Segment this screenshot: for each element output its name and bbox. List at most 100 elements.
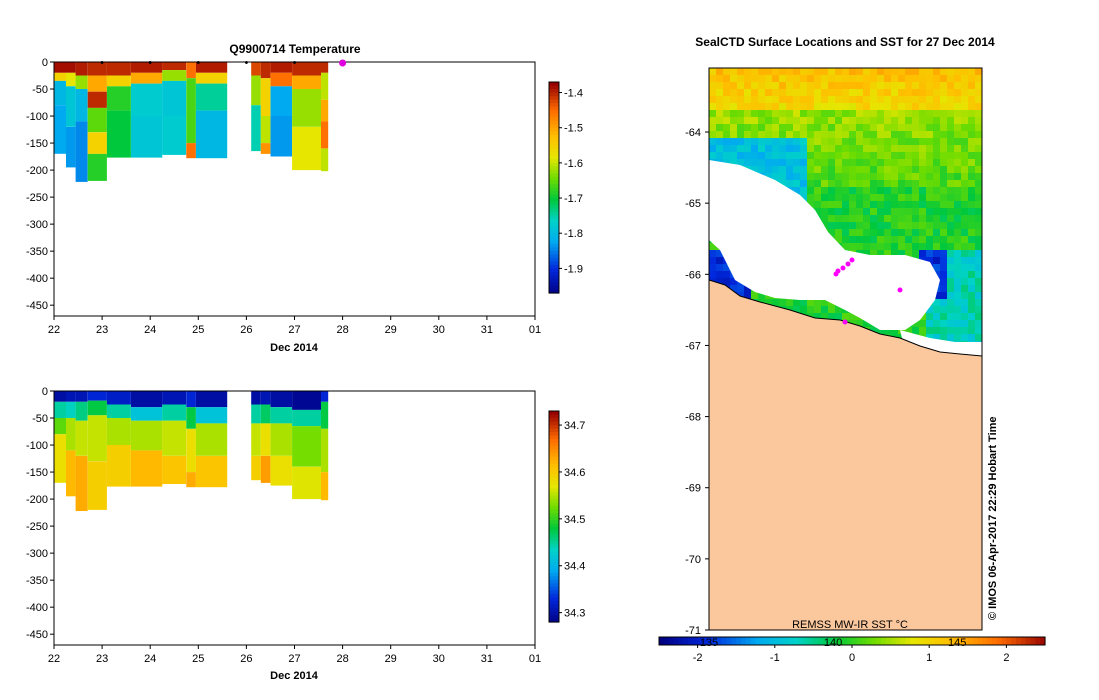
sst-pixel [723, 138, 730, 145]
sst-pixel [814, 68, 821, 75]
salinity-colorbar: 34.7 34.6 34.5 34.4 34.3 [548, 410, 585, 623]
temp-ytick-label: -150 [26, 138, 48, 150]
sal-colorbar-step [549, 520, 559, 525]
sst-pixel [919, 110, 926, 117]
sst-pixel [758, 82, 765, 89]
sst-pixel [954, 138, 961, 145]
sst-colorbar-step [852, 637, 858, 645]
sst-pixel [849, 124, 856, 131]
sst-pixel [926, 327, 933, 334]
temp-colorbar-label: -1.6 [564, 158, 583, 170]
sst-pixel [884, 138, 891, 145]
sst-pixel [835, 187, 842, 194]
sst-pixel [772, 299, 779, 306]
sst-pixel [821, 110, 828, 117]
sst-pixel [863, 187, 870, 194]
sst-pixel [863, 194, 870, 201]
sal-colorbar-step [549, 618, 559, 623]
sst-pixel [730, 103, 737, 110]
sst-colorbar-step [890, 637, 897, 645]
sst-pixel [807, 194, 814, 201]
sal-colorbar-step [549, 607, 559, 613]
sst-pixel [716, 82, 723, 89]
sst-pixel [975, 222, 982, 229]
sst-pixel [933, 334, 940, 341]
sst-pixel [744, 96, 751, 103]
sst-pixel [758, 145, 765, 152]
temp-profile-9-layer-1 [251, 75, 261, 106]
sst-pixel [884, 180, 891, 187]
sst-pixel [933, 243, 940, 250]
sst-pixel [793, 103, 800, 110]
sst-pixel [730, 117, 737, 124]
sst-pixel [709, 145, 716, 152]
sst-pixel [779, 138, 786, 145]
sst-pixel [793, 117, 800, 124]
sst-pixel [961, 159, 968, 166]
sst-pixel [877, 236, 884, 243]
sst-pixel [912, 103, 919, 110]
sst-pixel [905, 68, 912, 75]
temp-colorbar-step [549, 222, 559, 227]
sst-pixel [905, 201, 912, 208]
temp-colorbar-step [549, 92, 559, 97]
sst-pixel [940, 75, 947, 82]
sst-pixel [905, 159, 912, 166]
sst-pixel [968, 173, 975, 180]
temp-colorbar-step [549, 282, 559, 287]
sst-pixel [926, 159, 933, 166]
sal-profile-2-layer-2 [75, 420, 88, 456]
sst-pixel [758, 166, 765, 173]
sst-colorbar-step [769, 637, 776, 645]
sst-pixel [891, 124, 898, 131]
sst-colorbar-step [808, 637, 814, 645]
sst-pixel [709, 110, 716, 117]
sst-pixel [912, 75, 919, 82]
sst-colorbar-step [716, 637, 723, 645]
sst-pixel [821, 313, 828, 320]
sst-pixel [744, 145, 751, 152]
sst-pixel [793, 82, 800, 89]
sst-colorbar-step [847, 637, 853, 645]
sst-pixel [926, 82, 933, 89]
sst-pixel [751, 96, 758, 103]
sst-pixel [954, 229, 961, 236]
sst-pixel [975, 131, 982, 138]
sal-profile-0-layer-2 [54, 418, 66, 435]
temp-profile-13-layer-0 [321, 62, 329, 73]
sst-pixel [828, 215, 835, 222]
sst-pixel [961, 131, 968, 138]
sst-pixel [821, 194, 828, 201]
sst-pixel [877, 173, 884, 180]
sst-pixel [891, 103, 898, 110]
sst-pixel [926, 138, 933, 145]
seal-location-dot [840, 265, 846, 271]
sst-pixel [772, 96, 779, 103]
sst-pixel [954, 117, 961, 124]
sst-pixel [947, 103, 954, 110]
sst-pixel [800, 152, 807, 159]
sst-pixel [954, 159, 961, 166]
sst-pixel [765, 117, 772, 124]
sst-pixel [835, 313, 842, 320]
sst-pixel [940, 201, 947, 208]
sal-colorbar-step [549, 428, 559, 433]
sst-pixel [891, 68, 898, 75]
sst-pixel [898, 187, 905, 194]
sst-pixel [856, 159, 863, 166]
sal-profile-13-layer-0 [321, 391, 329, 402]
sst-pixel [968, 152, 975, 159]
sst-pixel [898, 215, 905, 222]
temp-colorbar-step [549, 134, 559, 139]
sst-colorbar-step [774, 637, 781, 645]
temp-colorbar-step [549, 173, 559, 178]
sst-pixel [954, 152, 961, 159]
sst-pixel [723, 103, 730, 110]
sst-pixel [919, 82, 926, 89]
sst-pixel [772, 75, 779, 82]
sst-pixel [751, 68, 758, 75]
sst-pixel [800, 145, 807, 152]
sal-profile-4-layer-3 [106, 445, 131, 487]
sst-pixel [835, 68, 842, 75]
sst-pixel [968, 250, 975, 257]
